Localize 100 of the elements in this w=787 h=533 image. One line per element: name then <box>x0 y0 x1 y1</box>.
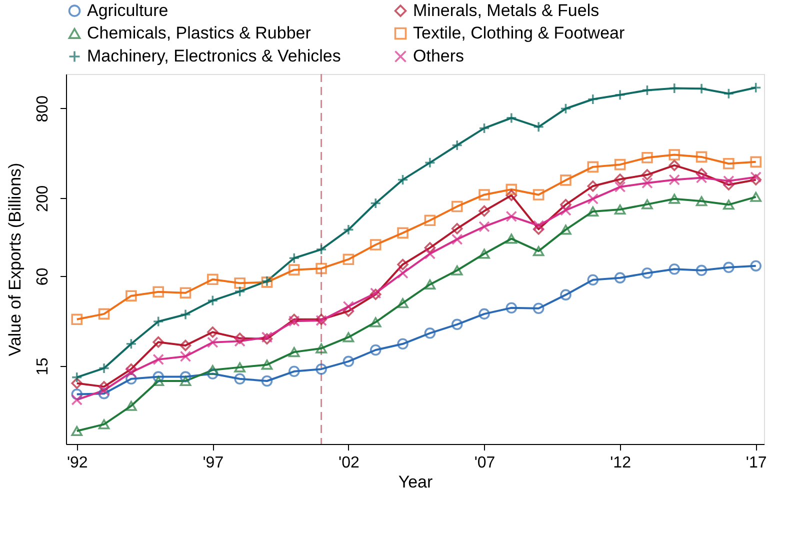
point <box>560 199 572 210</box>
point <box>234 332 246 344</box>
point <box>370 344 382 356</box>
point <box>750 260 762 272</box>
point <box>316 244 327 256</box>
point <box>261 375 273 387</box>
point <box>451 222 463 234</box>
point <box>614 174 626 185</box>
point <box>506 190 518 201</box>
point <box>126 338 137 350</box>
point <box>506 234 518 244</box>
y-tick-label: 800 <box>34 95 52 122</box>
point <box>587 193 599 204</box>
point <box>370 239 382 250</box>
point <box>71 388 83 400</box>
point <box>696 196 708 206</box>
point <box>71 378 83 389</box>
x-tick-label: '07 <box>474 454 496 472</box>
point <box>723 262 734 274</box>
point <box>642 177 653 189</box>
point <box>723 175 734 187</box>
legend-label: Others <box>413 46 464 66</box>
point <box>451 140 463 151</box>
point <box>126 366 137 378</box>
point <box>261 360 273 370</box>
point <box>98 384 110 396</box>
point <box>478 122 490 134</box>
x-tick-label: '92 <box>66 454 88 472</box>
point <box>587 274 599 286</box>
point <box>98 308 110 320</box>
point <box>532 246 544 256</box>
y-tick-label: 60 <box>34 268 52 286</box>
x-tick-label: '12 <box>610 454 632 472</box>
point <box>207 365 218 376</box>
y-tick-label: 200 <box>34 185 52 212</box>
point <box>152 336 164 348</box>
point <box>560 224 572 235</box>
point <box>316 343 327 354</box>
point <box>126 373 137 384</box>
point <box>532 220 544 232</box>
point <box>288 252 300 264</box>
point <box>424 242 436 254</box>
point <box>180 376 192 386</box>
point <box>614 272 626 284</box>
point <box>370 317 382 328</box>
point <box>180 371 192 382</box>
point <box>506 210 518 222</box>
point <box>342 356 354 368</box>
point <box>642 267 653 279</box>
point <box>180 340 192 352</box>
point <box>234 373 246 384</box>
legend-label: Textile, Clothing & Footwear <box>413 24 625 42</box>
point <box>397 227 408 239</box>
legend-label: Agriculture <box>87 0 168 20</box>
point <box>532 302 544 314</box>
point <box>424 279 436 290</box>
point <box>478 220 490 232</box>
point <box>668 194 680 204</box>
point <box>560 102 572 114</box>
point <box>152 371 164 382</box>
point <box>71 314 83 326</box>
point <box>207 336 218 348</box>
legend-label: Minerals, Metals & Fuels <box>413 0 600 20</box>
point <box>98 388 110 400</box>
point <box>478 248 490 259</box>
point <box>668 174 680 186</box>
x-axis-title: Year <box>398 472 434 492</box>
point <box>71 426 83 436</box>
point <box>71 394 83 406</box>
point <box>587 206 599 216</box>
point <box>424 214 436 226</box>
point <box>478 189 490 200</box>
legend-label: Chemicals, Plastics & Rubber <box>87 24 312 42</box>
point <box>506 302 518 314</box>
point <box>98 381 110 392</box>
point <box>587 161 599 173</box>
point <box>152 354 164 366</box>
point <box>126 290 137 302</box>
point <box>532 224 544 235</box>
point <box>288 347 300 358</box>
point <box>152 376 164 386</box>
point <box>451 234 463 245</box>
y-tick-label: 15 <box>34 358 52 376</box>
point <box>750 192 762 202</box>
point <box>71 372 83 383</box>
point <box>478 308 490 320</box>
point <box>668 149 680 160</box>
point <box>560 174 572 186</box>
point <box>696 172 708 184</box>
point <box>614 204 626 214</box>
point <box>478 205 490 217</box>
point <box>696 264 708 276</box>
point <box>723 179 734 190</box>
point <box>234 336 246 347</box>
x-tick-label: '97 <box>202 454 224 472</box>
point <box>207 368 218 380</box>
point <box>180 350 192 362</box>
point <box>288 366 300 378</box>
point <box>126 363 137 375</box>
y-axis-title: Value of Exports (Billions) <box>6 162 24 356</box>
